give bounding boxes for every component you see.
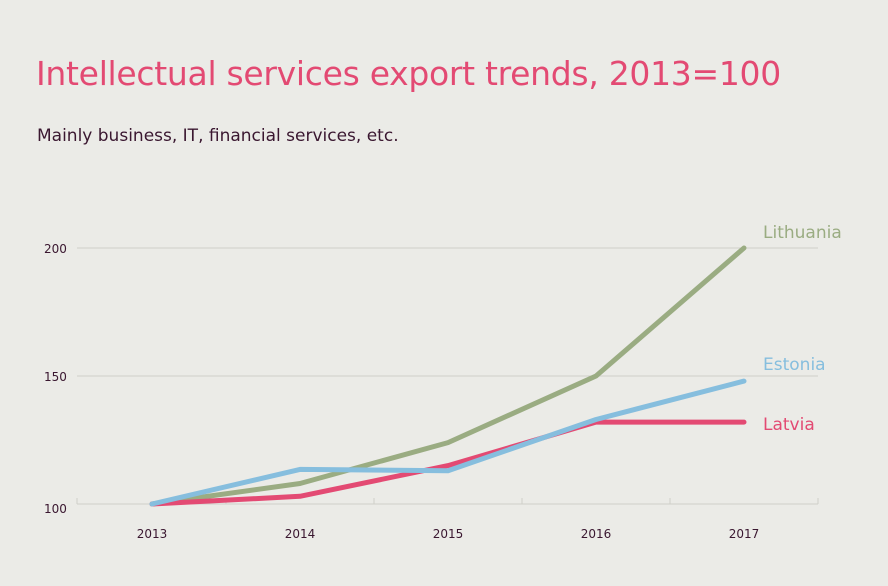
series-label-latvia: Latvia	[763, 415, 815, 435]
x-axis: 2013 2014 2015 2016 2017	[76, 498, 819, 541]
series-line-estonia	[149, 378, 747, 507]
series-labels: Lithuania Latvia Estonia	[763, 223, 842, 435]
y-tick-label: 150	[44, 370, 67, 384]
series-label-lithuania: Lithuania	[763, 223, 842, 243]
chart-subtitle: Mainly business, IT, financial services,…	[37, 126, 399, 146]
chart-title: Intellectual services export trends, 201…	[36, 54, 781, 93]
gridlines	[77, 247, 818, 505]
series-label-estonia: Estonia	[763, 355, 826, 375]
x-tick-label: 2017	[729, 527, 760, 541]
x-tick-label: 2015	[433, 527, 464, 541]
series-line-latvia	[149, 419, 747, 507]
x-tick-label: 2016	[581, 527, 612, 541]
x-tick-label: 2013	[137, 527, 168, 541]
y-tick-label: 200	[44, 242, 67, 256]
series-line-lithuania	[149, 245, 747, 507]
y-axis: 100 150 200	[44, 242, 67, 516]
y-tick-label: 100	[44, 502, 67, 516]
x-tick-label: 2014	[285, 527, 316, 541]
series-lines	[149, 245, 747, 507]
